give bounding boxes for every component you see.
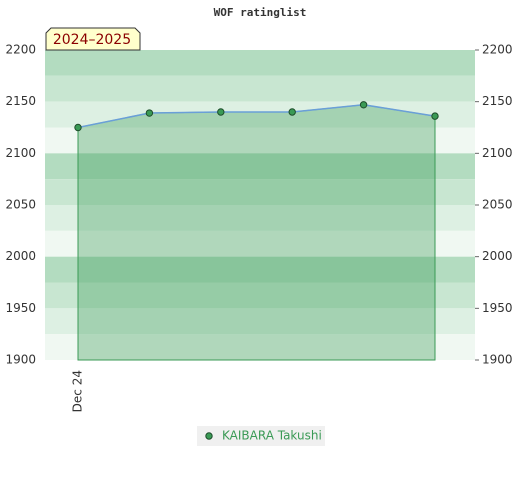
point [145, 109, 154, 117]
point [431, 112, 439, 120]
y-tick-label: 2100 [5, 146, 36, 160]
background-band [45, 205, 475, 231]
y-tick-label: 2200 [5, 43, 36, 57]
background-band [45, 153, 475, 180]
badge-box [45, 27, 141, 51]
line [77, 104, 436, 129]
badge: 2024–2025 [45, 27, 141, 51]
point [74, 123, 82, 132]
badge-label: 2024–2025 [53, 32, 131, 48]
background-band [45, 127, 475, 154]
y-tick-label: 2000 [5, 249, 36, 263]
y-tick-label: 2050 [5, 198, 36, 212]
y-tick-label-right: 2200 [482, 43, 513, 57]
chart-title: WOF ratinglist [214, 6, 307, 19]
point [217, 108, 225, 116]
background-band [45, 256, 475, 283]
background-band [45, 334, 475, 360]
y-tick-label: 1900 [5, 353, 36, 367]
legend-label: KAIBARA Takushi [222, 429, 322, 443]
y-tick-label-right: 1950 [482, 301, 513, 315]
background-band [45, 50, 475, 76]
background-band [45, 179, 475, 205]
point [359, 101, 368, 109]
background-band [45, 230, 475, 257]
background-band [45, 75, 475, 102]
legend-box [197, 426, 325, 446]
background-band [45, 101, 475, 128]
background-band [45, 308, 475, 335]
y-tick-label-right: 1900 [482, 353, 513, 367]
legend: KAIBARA Takushi [197, 426, 325, 446]
y-tick-label: 1950 [5, 301, 36, 315]
y-tick-label-right: 2150 [482, 94, 513, 108]
area [77, 104, 436, 361]
background-band [45, 282, 475, 309]
y-tick-label-right: 2000 [482, 249, 513, 263]
y-tick-label-right: 2050 [482, 198, 513, 212]
point [288, 108, 296, 116]
legend-marker [205, 432, 213, 440]
y-tick-label: 2150 [5, 94, 36, 108]
y-tick-label-right: 2100 [482, 146, 513, 160]
x-tick-label: Dec 24 [71, 370, 85, 412]
